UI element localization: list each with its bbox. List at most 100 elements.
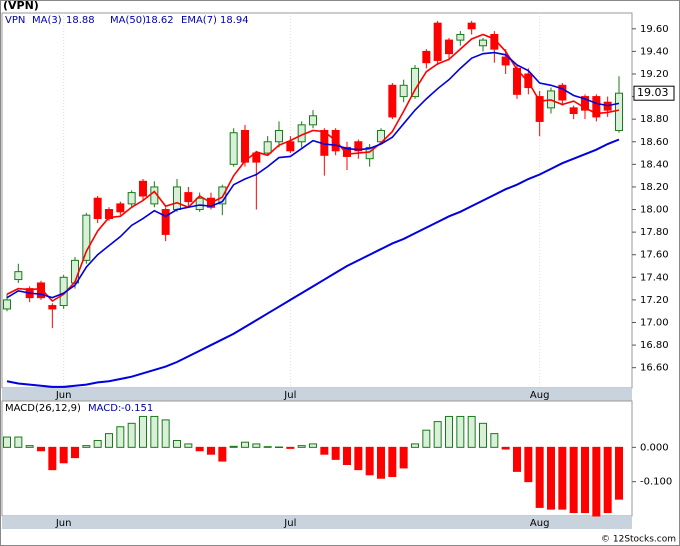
macd-bar xyxy=(365,446,374,476)
candle-body xyxy=(263,141,272,154)
y-tick-label: 17.40 xyxy=(640,272,669,283)
macd-bar xyxy=(59,446,68,464)
candle-body xyxy=(48,305,57,310)
y-tick-label: 0.000 xyxy=(640,442,669,453)
chart-title: (VPN) xyxy=(3,0,39,12)
macd-bar xyxy=(388,446,397,478)
ma-line xyxy=(6,138,620,388)
macd-bar xyxy=(524,446,533,483)
candle-body xyxy=(252,152,261,163)
macd-bar xyxy=(569,446,578,514)
ma-line xyxy=(6,33,620,303)
macd-bar xyxy=(150,415,159,448)
candle-body xyxy=(37,282,45,299)
candle-body xyxy=(229,132,238,165)
macd-bar xyxy=(433,421,442,448)
x-axis-band xyxy=(2,516,632,529)
x-tick-label: Jul xyxy=(283,518,296,529)
candle-body xyxy=(127,192,136,205)
candle-body xyxy=(343,146,351,157)
macd-bar xyxy=(354,446,363,471)
macd-bar xyxy=(93,439,102,448)
macd-bar xyxy=(275,446,283,448)
macd-bar xyxy=(297,445,306,448)
macd-label: MACD: xyxy=(88,403,121,414)
macd-bar xyxy=(456,415,465,448)
macd-bar xyxy=(82,445,91,448)
macd-bar xyxy=(105,433,113,448)
candle-body xyxy=(422,50,431,64)
candle-body xyxy=(195,197,204,211)
macd-bar xyxy=(309,443,317,448)
candle-body xyxy=(93,197,102,220)
candle-body xyxy=(445,39,453,55)
y-tick-label: 18.80 xyxy=(640,114,669,125)
macd-bar xyxy=(331,446,340,460)
y-tick-label: 18.60 xyxy=(640,137,669,148)
macd-bar xyxy=(48,446,57,471)
candle-body xyxy=(467,22,476,30)
macd-bar xyxy=(399,446,408,469)
y-tick-label: -0.100 xyxy=(640,477,672,488)
macd-bar xyxy=(173,439,181,448)
x-tick-label: Jun xyxy=(55,390,72,401)
macd-bar xyxy=(615,446,623,500)
legend-label: MA(3) xyxy=(32,15,62,26)
y-tick-label: 19.40 xyxy=(640,46,669,57)
candle-body xyxy=(286,141,295,152)
macd-bar xyxy=(37,446,45,452)
macd-bar xyxy=(592,446,601,517)
y-tick-label: 17.00 xyxy=(640,317,669,328)
macd-bar xyxy=(3,436,11,448)
candle-body xyxy=(581,96,589,111)
candle-body xyxy=(241,129,249,163)
candle-body xyxy=(3,299,11,310)
y-tick-label: 17.80 xyxy=(640,227,669,238)
macd-bar xyxy=(127,422,136,448)
legend-value: 18.88 xyxy=(66,15,95,26)
legend-value: 18.94 xyxy=(220,15,249,26)
y-tick-label: 17.60 xyxy=(640,250,669,261)
candle-body xyxy=(173,186,181,211)
candle-body xyxy=(558,84,567,101)
y-tick-label: 19.20 xyxy=(640,69,669,80)
candle-body xyxy=(309,115,317,126)
macd-bar xyxy=(218,446,227,462)
macd-bar xyxy=(207,446,215,455)
macd-bar xyxy=(286,446,295,449)
candle-body xyxy=(535,96,544,122)
macd-bar xyxy=(139,415,147,448)
macd-bar xyxy=(195,446,204,452)
macd-bar xyxy=(558,446,567,510)
macd-bar xyxy=(581,446,589,514)
macd-bar xyxy=(116,426,125,448)
macd-bar xyxy=(343,446,351,466)
candle-body xyxy=(399,84,408,98)
watermark: © 12Stocks.com xyxy=(601,535,676,545)
macd-title: MACD(26,12,9) xyxy=(5,403,81,414)
macd-bar xyxy=(184,443,193,448)
candle-body xyxy=(411,67,419,98)
macd-bar xyxy=(320,446,329,455)
macd-bar xyxy=(603,446,612,514)
candle-body xyxy=(354,141,363,152)
macd-bar xyxy=(411,443,419,448)
macd-bar xyxy=(547,446,555,510)
ma-line xyxy=(6,51,620,299)
candle-body xyxy=(501,56,510,66)
candle-body xyxy=(569,107,578,115)
x-axis-band xyxy=(2,388,632,401)
macd-value: -0.151 xyxy=(121,403,153,414)
x-tick-label: Aug xyxy=(530,390,550,401)
macd-bar xyxy=(479,422,487,448)
legend-label: EMA(7) xyxy=(181,15,217,26)
y-tick-label: 18.40 xyxy=(640,159,669,170)
macd-bar xyxy=(241,441,249,448)
macd-bar xyxy=(161,419,170,448)
macd-bar xyxy=(445,415,453,448)
legend-symbol: VPN xyxy=(5,15,25,26)
macd-bar xyxy=(467,415,476,448)
candle-body xyxy=(615,92,623,131)
y-tick-label: 18.00 xyxy=(640,205,669,216)
